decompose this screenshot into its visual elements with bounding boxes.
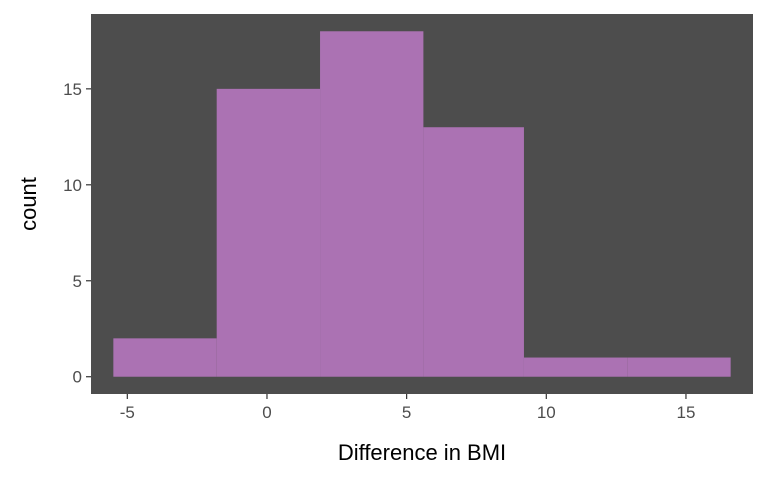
y-tick-label: 15 xyxy=(63,80,82,99)
y-axis-title: count xyxy=(16,177,41,231)
x-tick-label: 5 xyxy=(402,403,411,422)
bars-group xyxy=(113,31,731,377)
histogram-bar xyxy=(113,338,217,377)
x-axis: -5 0 5 10 15 xyxy=(120,394,696,422)
x-axis-title: Difference in BMI xyxy=(338,440,506,465)
x-tick-label: 10 xyxy=(537,403,556,422)
y-tick-label: 5 xyxy=(73,272,82,291)
x-tick-label: 0 xyxy=(262,403,271,422)
y-tick-label: 10 xyxy=(63,176,82,195)
y-tick-label: 0 xyxy=(73,368,82,387)
histogram-bar xyxy=(523,357,628,377)
histogram-bar xyxy=(423,127,524,377)
histogram-bar xyxy=(216,88,321,377)
y-axis: 0 5 10 15 xyxy=(63,80,91,387)
x-tick-label: 15 xyxy=(677,403,696,422)
histogram-bar xyxy=(320,31,424,377)
histogram-bar xyxy=(627,357,731,377)
x-tick-label: -5 xyxy=(120,403,135,422)
